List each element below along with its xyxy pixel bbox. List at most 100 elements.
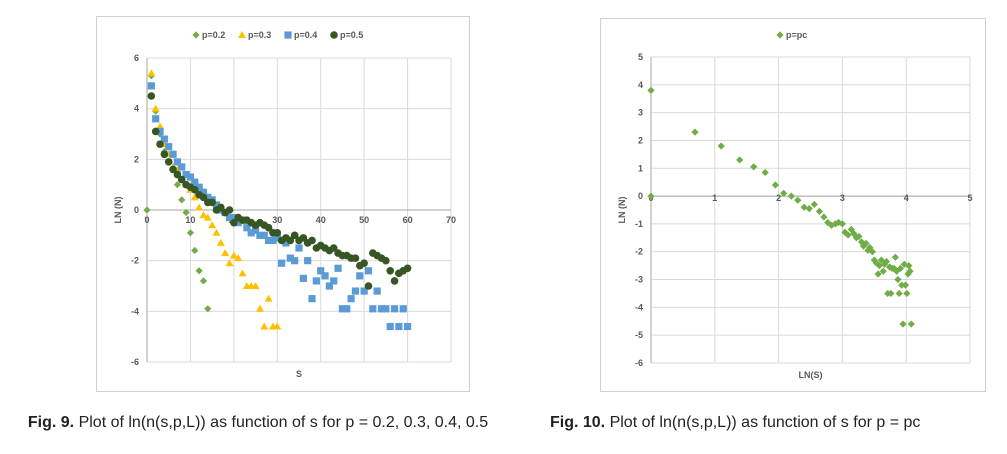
x-tick-label: 0 <box>144 215 149 225</box>
y-tick-label: -3 <box>635 275 643 285</box>
legend-label: p=0.3 <box>248 30 271 40</box>
data-point <box>152 115 160 123</box>
data-point <box>169 150 177 158</box>
legend-marker <box>238 31 246 38</box>
data-point <box>160 150 169 159</box>
data-point <box>304 257 312 265</box>
data-point <box>208 198 216 207</box>
data-point <box>216 238 225 246</box>
data-point <box>360 287 368 295</box>
data-point <box>862 239 870 247</box>
data-point <box>386 322 394 331</box>
data-point <box>173 181 181 189</box>
data-point <box>395 322 403 331</box>
data-point <box>143 206 151 214</box>
x-tick-label: 10 <box>185 215 195 225</box>
y-tick-label: 2 <box>638 135 643 145</box>
data-point <box>178 196 186 204</box>
y-tick-label: -2 <box>131 256 139 266</box>
data-point <box>151 127 160 136</box>
data-point <box>260 322 269 330</box>
data-point <box>173 158 181 166</box>
data-point <box>815 207 824 215</box>
data-point <box>403 264 412 273</box>
y-tick-label: -1 <box>635 219 643 229</box>
data-point <box>347 295 355 303</box>
data-point <box>771 181 780 189</box>
data-point <box>269 236 277 244</box>
data-point <box>899 320 907 328</box>
x-axis-title: S <box>296 369 302 379</box>
series-p=pc <box>647 86 915 328</box>
data-point <box>234 219 242 227</box>
chart-fig9-svg: -6-4-20246010203040506070SLN (N)p=0.2p=0… <box>113 30 456 379</box>
data-point <box>373 287 381 295</box>
data-point <box>203 213 212 221</box>
data-point <box>182 170 190 179</box>
data-point <box>403 322 412 331</box>
series-p=0.4 <box>147 82 412 331</box>
data-point <box>273 322 282 330</box>
y-tick-label: 2 <box>134 154 139 164</box>
data-point <box>178 163 186 171</box>
data-point <box>147 69 156 77</box>
data-point <box>273 234 281 242</box>
data-point <box>356 272 364 280</box>
x-tick-label: 40 <box>316 215 326 225</box>
data-point <box>906 267 914 275</box>
y-axis-title: LN (N) <box>617 197 627 224</box>
y-tick-label: -4 <box>635 302 643 312</box>
data-point <box>308 295 316 303</box>
data-point <box>334 264 342 272</box>
data-point <box>160 135 168 143</box>
data-point <box>364 267 373 275</box>
x-axis-title: LN(S) <box>799 370 823 380</box>
x-tick-label: 4 <box>904 193 909 203</box>
data-point <box>325 282 333 290</box>
y-tick-label: -2 <box>635 247 643 257</box>
data-point <box>886 263 894 271</box>
data-point <box>191 246 199 255</box>
data-point <box>260 231 268 239</box>
data-point <box>264 223 273 232</box>
data-point <box>212 201 221 209</box>
y-tick-label: 5 <box>638 52 643 62</box>
y-tick-label: 1 <box>638 163 643 173</box>
data-point <box>369 305 377 313</box>
data-point <box>868 248 876 256</box>
data-point <box>857 238 866 246</box>
x-tick-label: 2 <box>776 193 781 203</box>
data-point <box>195 267 203 275</box>
data-point <box>360 259 368 267</box>
data-point <box>382 256 390 265</box>
data-point <box>238 269 247 277</box>
legend-label: p=0.4 <box>294 30 317 40</box>
data-point <box>855 232 863 241</box>
y-tick-label: 0 <box>638 191 643 201</box>
legend-label: p=0.5 <box>340 30 363 40</box>
figure-9-label: Fig. 9. <box>27 414 75 431</box>
data-point <box>901 281 910 289</box>
data-point <box>177 175 186 184</box>
data-point <box>273 229 282 237</box>
data-point <box>805 205 813 213</box>
y-tick-label: -4 <box>131 306 139 316</box>
data-point <box>820 213 828 221</box>
data-point <box>204 193 212 201</box>
data-point <box>225 259 234 267</box>
data-point <box>291 257 299 265</box>
data-point <box>882 257 891 266</box>
y-tick-label: -5 <box>635 330 643 340</box>
data-point <box>165 143 173 151</box>
data-point <box>382 305 390 313</box>
y-tick-label: 3 <box>638 108 643 118</box>
data-point <box>903 289 911 298</box>
x-tick-label: 60 <box>403 215 413 225</box>
data-point <box>230 214 238 222</box>
data-point <box>156 140 164 148</box>
data-point <box>199 277 208 285</box>
data-point <box>199 188 208 196</box>
data-point <box>390 277 399 285</box>
data-point <box>390 305 399 313</box>
y-tick-label: -6 <box>131 357 139 367</box>
